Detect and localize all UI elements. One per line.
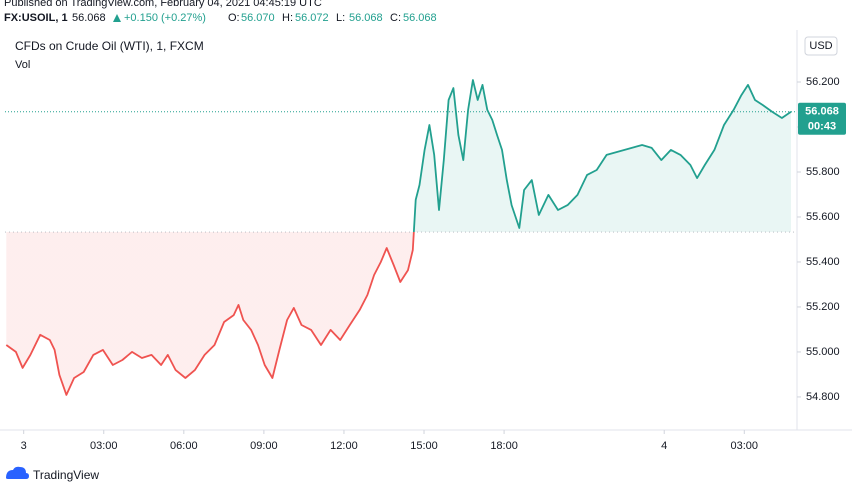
- published: Published on TradingView.com, February 0…: [4, 0, 322, 9]
- x-tick-label: 12:00: [330, 440, 358, 452]
- currency: USD: [809, 40, 832, 52]
- change: +0.150 (+0.27%): [124, 12, 206, 24]
- y-tick-label: 55.400: [806, 256, 840, 268]
- ohlc-label: O:: [228, 12, 240, 24]
- logo-icon: [6, 466, 29, 479]
- y-tick-label: 55.600: [806, 211, 840, 223]
- x-tick-label: 15:00: [410, 440, 438, 452]
- ohlc-label: L:: [336, 12, 345, 24]
- chart-title: CFDs on Crude Oil (WTI), 1, FXCM: [15, 39, 204, 53]
- price-line: [5, 79, 792, 396]
- x-tick-label: 06:00: [170, 440, 198, 452]
- x-tick-label: 4: [661, 440, 667, 452]
- currency-box: [804, 36, 838, 56]
- ohlc-value: 56.068: [403, 12, 437, 24]
- ohlc-label: H:: [282, 12, 293, 24]
- plot: [5, 79, 795, 396]
- x-tick-label: 18:00: [490, 440, 518, 452]
- symbol: FX:USOIL, 1: [4, 12, 68, 24]
- price-box: [798, 102, 846, 135]
- y-tick-label: 55.200: [806, 301, 840, 313]
- up-arrow: [113, 14, 121, 22]
- volume-label: Vol: [15, 59, 30, 71]
- x-tick-label: 03:00: [90, 440, 118, 452]
- x-tick-label: 09:00: [250, 440, 278, 452]
- y-tick-label: 54.800: [806, 391, 840, 403]
- price-label: 56.068: [805, 106, 839, 118]
- baseline-area: [6, 80, 792, 395]
- logo: TradingView: [6, 466, 99, 482]
- y-tick-label: 55.000: [806, 346, 840, 358]
- ohlc-label: C:: [390, 12, 401, 24]
- x-tick-label: 3: [21, 440, 27, 452]
- x-tick-label: 03:00: [731, 440, 759, 452]
- y-tick-label: 55.800: [806, 166, 840, 178]
- footer: TradingView: [33, 468, 99, 482]
- ohlc-value: 56.070: [241, 12, 275, 24]
- last-price: 56.068: [72, 12, 106, 24]
- countdown: 00:43: [808, 121, 836, 133]
- ohlc-value: 56.068: [349, 12, 383, 24]
- y-tick-label: 56.200: [806, 76, 840, 88]
- ohlc-value: 56.072: [295, 12, 329, 24]
